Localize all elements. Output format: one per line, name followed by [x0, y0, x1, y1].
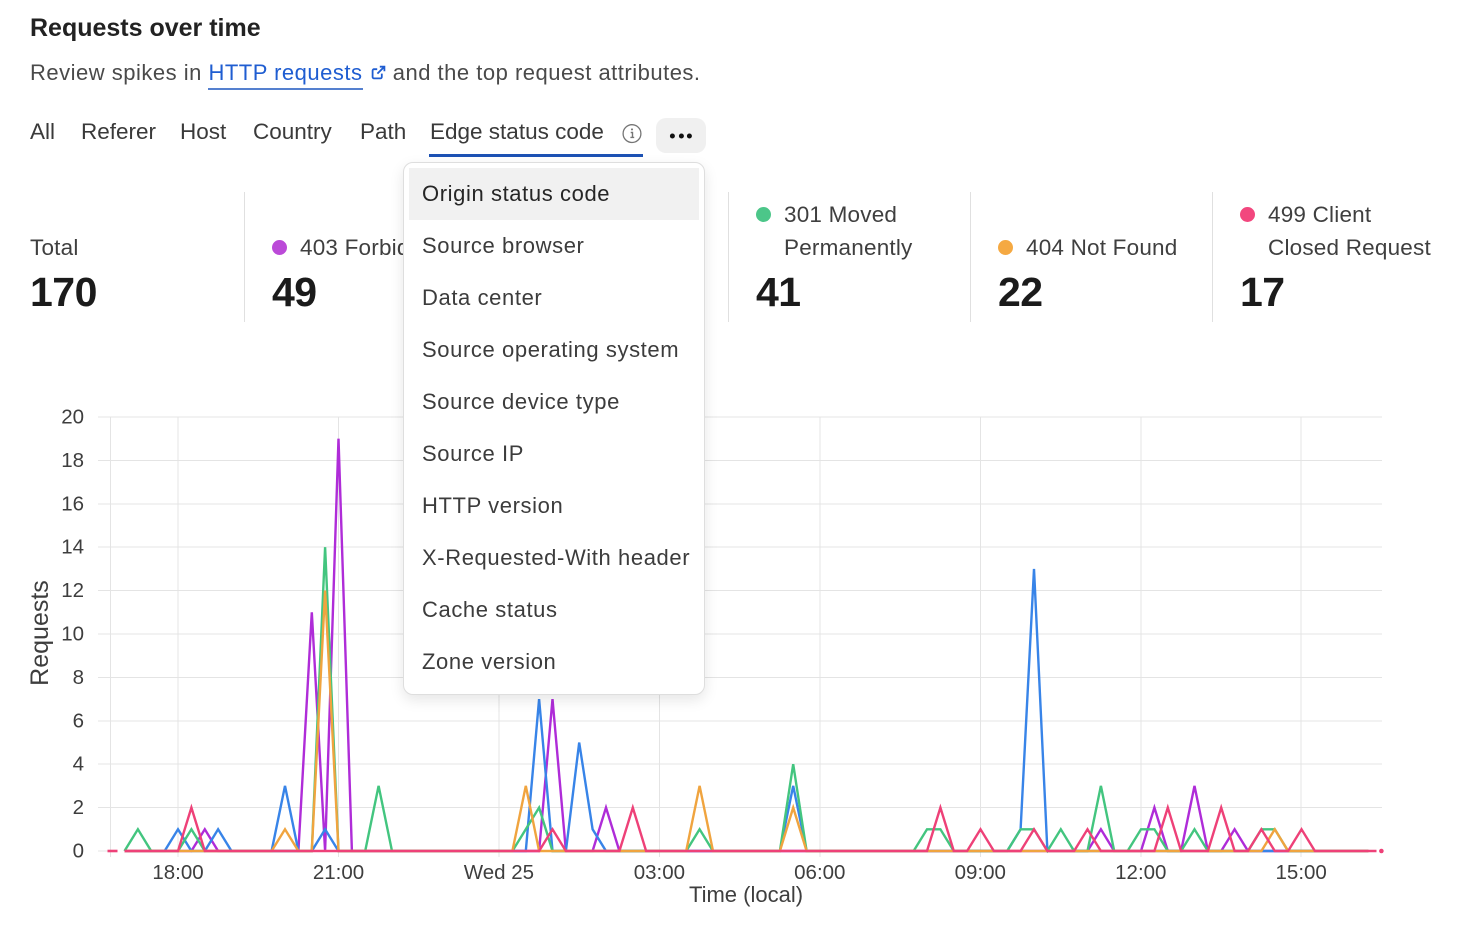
- svg-text:15:00: 15:00: [1276, 861, 1327, 884]
- svg-text:2: 2: [73, 796, 84, 819]
- svg-text:6: 6: [73, 709, 84, 732]
- svg-text:03:00: 03:00: [634, 861, 685, 884]
- svg-text:0: 0: [73, 840, 84, 863]
- svg-text:12:00: 12:00: [1115, 861, 1166, 884]
- svg-text:18: 18: [61, 449, 84, 472]
- svg-text:10: 10: [61, 623, 84, 646]
- svg-text:Time (local): Time (local): [689, 882, 803, 907]
- svg-text:21:00: 21:00: [313, 861, 364, 884]
- svg-text:Requests: Requests: [26, 580, 54, 686]
- svg-text:4: 4: [73, 753, 84, 776]
- svg-text:12: 12: [61, 579, 84, 602]
- svg-text:18:00: 18:00: [152, 861, 203, 884]
- svg-text:20: 20: [61, 406, 84, 429]
- svg-text:Wed 25: Wed 25: [464, 861, 534, 884]
- svg-text:06:00: 06:00: [794, 861, 845, 884]
- svg-text:8: 8: [73, 666, 84, 689]
- svg-text:09:00: 09:00: [955, 861, 1006, 884]
- svg-text:16: 16: [61, 492, 84, 515]
- svg-text:14: 14: [61, 536, 84, 559]
